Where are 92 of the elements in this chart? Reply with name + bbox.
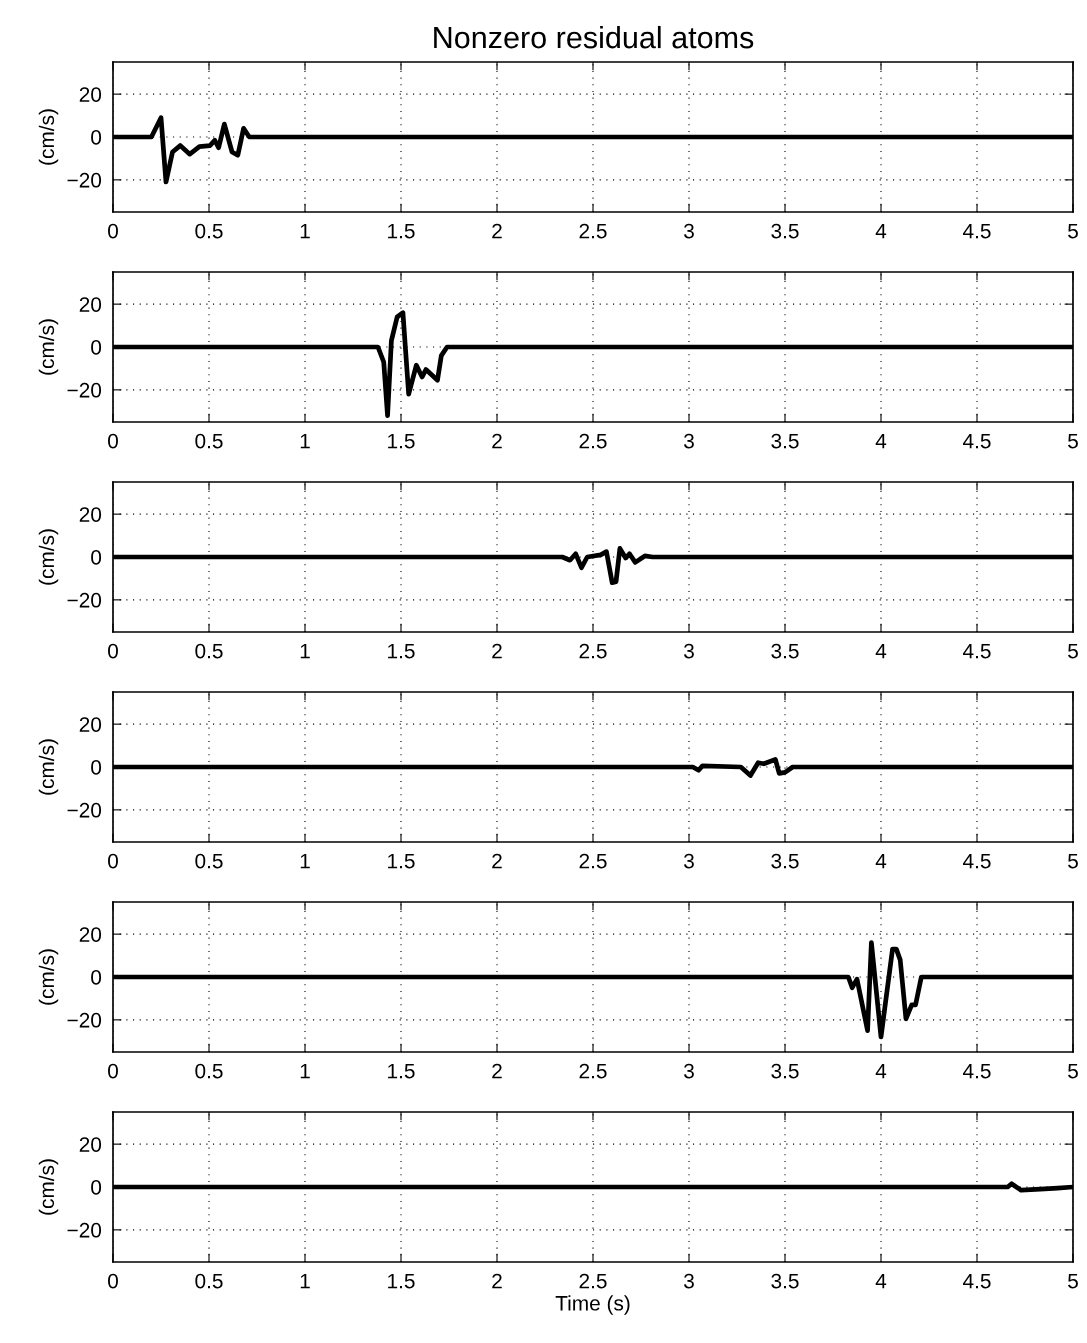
y-tick-label: 0	[91, 970, 102, 985]
y-tick-label: 20	[79, 927, 102, 942]
y-tick-label: 20	[79, 297, 102, 312]
x-tick-label: 3.5	[771, 433, 799, 449]
x-tick-label: 0	[108, 1063, 118, 1079]
y-tick-label: −20	[67, 1222, 102, 1238]
y-tick-label: 0	[91, 1180, 102, 1195]
x-tick-label: 1.5	[388, 643, 415, 659]
x-tick-label: 1	[300, 1273, 310, 1289]
x-tick-label: 1	[300, 433, 310, 449]
x-tick-label: 2	[492, 1273, 502, 1289]
x-tick-label: 3	[684, 1273, 694, 1289]
x-tick-label: 5	[1068, 433, 1078, 449]
x-tick-label: 3.5	[771, 643, 799, 659]
y-axis-title: (cm/s)	[38, 109, 59, 165]
x-tick-label: 1	[300, 1063, 310, 1079]
x-tick-label: 0.5	[195, 223, 223, 239]
x-tick-label: 0.5	[195, 853, 223, 869]
y-tick-label: −20	[67, 382, 102, 398]
x-tick-label: 5	[1068, 1273, 1078, 1289]
y-tick-label: −20	[67, 172, 102, 188]
x-tick-label: 3	[684, 433, 694, 449]
y-axis-title: (cm/s)	[38, 1159, 59, 1215]
x-tick-label: 2.5	[579, 1063, 607, 1079]
x-tick-label: 1.5	[388, 223, 415, 239]
y-axis-title: (cm/s)	[38, 319, 59, 375]
x-tick-label: 4.5	[963, 643, 991, 659]
x-tick-label: 4.5	[963, 223, 991, 239]
y-tick-label: 0	[91, 550, 102, 565]
x-tick-label: 4	[875, 643, 887, 659]
y-axis-title: (cm/s)	[38, 529, 59, 585]
y-tick-label: 20	[79, 1137, 102, 1152]
x-tick-label: 1.5	[388, 433, 415, 449]
y-axis-title: (cm/s)	[38, 739, 59, 795]
x-tick-label: 2.5	[579, 223, 607, 239]
x-axis-title: Time (s)	[555, 1295, 630, 1315]
x-tick-label: 3	[684, 643, 694, 659]
x-tick-label: 0	[108, 1273, 118, 1289]
x-tick-label: 0.5	[195, 643, 223, 659]
x-tick-label: 0.5	[195, 1273, 223, 1289]
x-tick-label: 2	[492, 223, 502, 239]
x-tick-label: 5	[1068, 853, 1078, 869]
x-tick-label: 2.5	[579, 643, 607, 659]
y-axis-title: (cm/s)	[38, 949, 59, 1005]
x-tick-label: 1.5	[388, 1063, 415, 1079]
x-tick-label: 1	[300, 853, 310, 869]
x-tick-label: 4	[875, 1063, 887, 1079]
x-tick-label: 3	[684, 853, 694, 869]
y-tick-label: −20	[67, 1012, 102, 1028]
y-tick-label: 0	[91, 340, 102, 355]
x-tick-label: 3	[684, 1063, 694, 1079]
x-tick-label: 1.5	[388, 853, 415, 869]
x-tick-label: 2	[492, 643, 502, 659]
x-tick-label: 5	[1068, 643, 1078, 659]
x-tick-label: 0	[108, 643, 118, 659]
x-tick-label: 4	[875, 433, 887, 449]
x-tick-label: 3	[684, 223, 694, 239]
x-tick-label: 2	[492, 433, 502, 449]
y-tick-label: 20	[79, 507, 102, 522]
x-tick-label: 3.5	[771, 1273, 799, 1289]
x-tick-label: 4	[875, 223, 887, 239]
x-tick-label: 1.5	[388, 1273, 415, 1289]
x-tick-label: 3.5	[771, 1063, 799, 1079]
x-tick-label: 2.5	[579, 853, 607, 869]
y-tick-label: 0	[91, 130, 102, 145]
y-tick-label: 20	[79, 87, 102, 102]
x-tick-label: 4.5	[963, 853, 991, 869]
y-tick-label: −20	[67, 802, 102, 818]
x-tick-label: 2	[492, 853, 502, 869]
x-tick-label: 0.5	[195, 1063, 223, 1079]
x-tick-label: 3.5	[771, 223, 799, 239]
x-tick-label: 2.5	[579, 433, 607, 449]
x-tick-label: 4	[875, 1273, 887, 1289]
chart-title: Nonzero residual atoms	[434, 25, 754, 49]
x-tick-label: 5	[1068, 223, 1078, 239]
x-tick-label: 2.5	[579, 1273, 607, 1289]
x-tick-label: 4	[875, 853, 887, 869]
x-tick-label: 5	[1068, 1063, 1078, 1079]
x-tick-label: 0	[108, 223, 118, 239]
x-tick-label: 1	[300, 643, 310, 659]
y-tick-label: 20	[79, 717, 102, 732]
x-tick-label: 0.5	[195, 433, 223, 449]
x-tick-label: 0	[108, 853, 118, 869]
x-tick-label: 4.5	[963, 433, 991, 449]
x-tick-label: 0	[108, 433, 118, 449]
x-tick-label: 1	[300, 223, 310, 239]
x-tick-label: 2	[492, 1063, 502, 1079]
x-tick-label: 4.5	[963, 1273, 991, 1289]
x-tick-label: 3.5	[771, 853, 799, 869]
y-tick-label: −20	[67, 592, 102, 608]
y-tick-label: 0	[91, 760, 102, 775]
x-tick-label: 4.5	[963, 1063, 991, 1079]
